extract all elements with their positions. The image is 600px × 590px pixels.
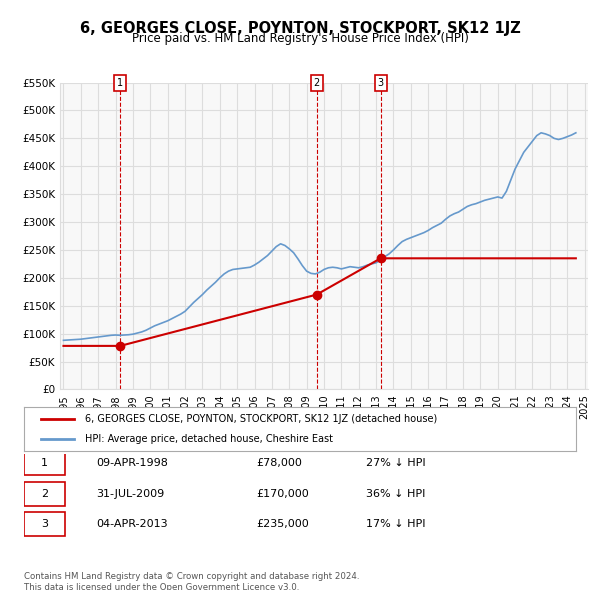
Text: 27% ↓ HPI: 27% ↓ HPI — [366, 458, 426, 468]
Text: £78,000: £78,000 — [256, 458, 302, 468]
Text: Contains HM Land Registry data © Crown copyright and database right 2024.
This d: Contains HM Land Registry data © Crown c… — [24, 572, 359, 590]
Text: 17% ↓ HPI: 17% ↓ HPI — [366, 519, 426, 529]
Text: £235,000: £235,000 — [256, 519, 308, 529]
Text: 1: 1 — [41, 458, 48, 468]
FancyBboxPatch shape — [24, 481, 65, 506]
Text: £170,000: £170,000 — [256, 489, 308, 499]
Text: 3: 3 — [377, 78, 383, 87]
Text: 6, GEORGES CLOSE, POYNTON, STOCKPORT, SK12 1JZ (detached house): 6, GEORGES CLOSE, POYNTON, STOCKPORT, SK… — [85, 415, 437, 424]
Text: 36% ↓ HPI: 36% ↓ HPI — [366, 489, 425, 499]
Text: 1: 1 — [117, 78, 124, 87]
Text: HPI: Average price, detached house, Cheshire East: HPI: Average price, detached house, Ches… — [85, 434, 333, 444]
Text: 31-JUL-2009: 31-JUL-2009 — [96, 489, 164, 499]
Text: 09-APR-1998: 09-APR-1998 — [96, 458, 167, 468]
Text: 6, GEORGES CLOSE, POYNTON, STOCKPORT, SK12 1JZ: 6, GEORGES CLOSE, POYNTON, STOCKPORT, SK… — [80, 21, 520, 35]
Text: 04-APR-2013: 04-APR-2013 — [96, 519, 167, 529]
Text: 3: 3 — [41, 519, 48, 529]
FancyBboxPatch shape — [24, 512, 65, 536]
FancyBboxPatch shape — [24, 451, 65, 475]
Text: 2: 2 — [314, 78, 320, 87]
Text: Price paid vs. HM Land Registry's House Price Index (HPI): Price paid vs. HM Land Registry's House … — [131, 32, 469, 45]
Text: 2: 2 — [41, 489, 48, 499]
